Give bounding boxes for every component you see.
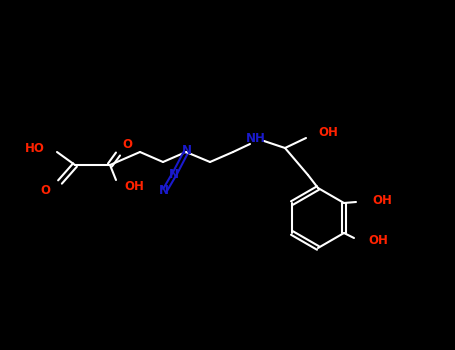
Text: OH: OH <box>318 126 338 140</box>
Text: O: O <box>122 138 132 150</box>
Text: NH: NH <box>246 132 266 145</box>
Text: OH: OH <box>368 234 388 247</box>
Text: N: N <box>159 184 169 197</box>
Text: HO: HO <box>25 141 45 154</box>
Text: O: O <box>40 183 50 196</box>
Text: N: N <box>169 168 179 181</box>
Text: OH: OH <box>372 194 392 206</box>
Text: OH: OH <box>124 181 144 194</box>
Text: N: N <box>182 145 192 158</box>
